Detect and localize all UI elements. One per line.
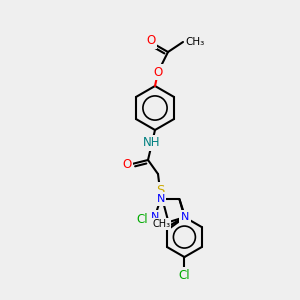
Text: CH₃: CH₃ <box>152 219 170 229</box>
Text: O: O <box>122 158 132 170</box>
Text: Cl: Cl <box>178 268 190 282</box>
Text: S: S <box>156 184 164 196</box>
Text: NH: NH <box>143 136 161 149</box>
Text: N: N <box>151 212 159 222</box>
Text: O: O <box>153 65 163 79</box>
Text: CH₃: CH₃ <box>185 37 204 47</box>
Text: Cl: Cl <box>136 213 148 226</box>
Text: O: O <box>146 34 156 47</box>
Text: N: N <box>156 194 165 204</box>
Text: N: N <box>181 212 189 222</box>
